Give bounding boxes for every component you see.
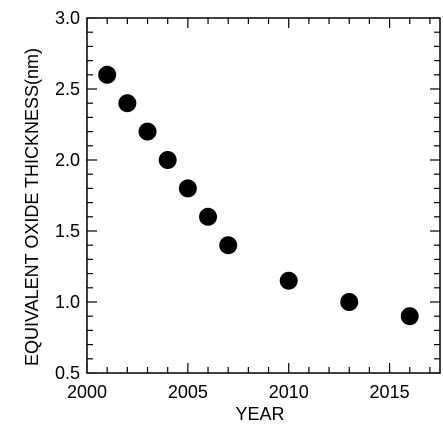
data-point: [340, 293, 359, 311]
x-tick-label: 2015: [370, 382, 410, 402]
y-tick-label: 3.0: [55, 8, 80, 28]
x-axis: 2000 2005 2010 2015: [67, 18, 431, 402]
y-axis-title: EQUIVALENT OXIDE THICKNESS(nm): [22, 48, 42, 366]
y-axis: 0.5 1.0 1.5 2.0 2.5 3.0: [55, 8, 440, 383]
y-tick-label: 2.5: [55, 79, 80, 99]
data-point: [138, 122, 157, 141]
data-series: [98, 65, 419, 326]
data-point: [400, 307, 419, 326]
x-tick-label: 2005: [168, 382, 208, 402]
data-point: [219, 236, 238, 255]
plot-area: [86, 17, 441, 374]
data-point: [118, 94, 137, 113]
data-point: [158, 151, 177, 169]
y-tick-label: 1.5: [55, 221, 80, 241]
y-tick-label: 2.0: [55, 150, 80, 170]
plot-border: [86, 17, 441, 374]
y-tick-label: 0.5: [55, 363, 80, 383]
data-point: [98, 65, 117, 84]
data-point: [178, 179, 197, 198]
x-tick-label: 2010: [269, 382, 309, 402]
x-tick-label: 2000: [67, 382, 107, 402]
y-tick-label: 1.0: [55, 292, 80, 312]
data-point: [279, 271, 298, 290]
data-point: [199, 207, 218, 226]
x-axis-title: YEAR: [235, 404, 284, 424]
